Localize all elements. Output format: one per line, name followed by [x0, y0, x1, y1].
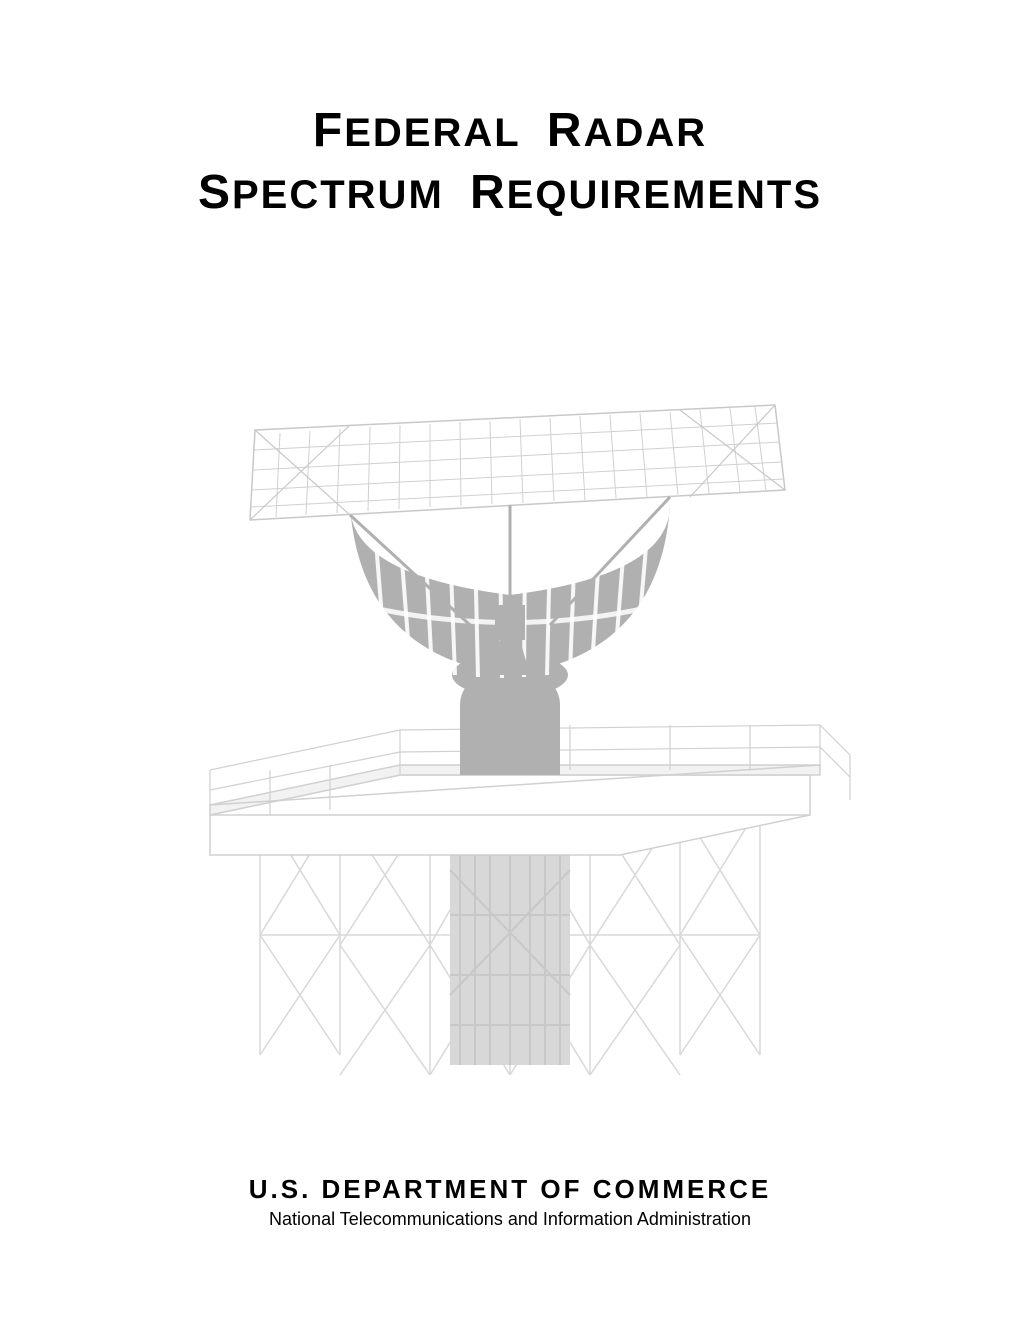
- radar-illustration: [150, 375, 870, 1075]
- footer-block: U.S. DEPARTMENT OF COMMERCE National Tel…: [249, 1174, 772, 1260]
- document-page: FEDERAL RADAR SPECTRUM REQUIREMENTS: [0, 0, 1020, 1320]
- agency-name: National Telecommunications and Informat…: [249, 1209, 772, 1230]
- title-rest: EQUIREMENTS: [507, 173, 822, 217]
- department-name: U.S. DEPARTMENT OF COMMERCE: [249, 1174, 772, 1205]
- title-rest: EDERAL: [344, 111, 520, 155]
- title-line-1: FEDERAL RADAR: [198, 100, 822, 162]
- title-line-2: SPECTRUM REQUIREMENTS: [198, 162, 822, 224]
- title-rest: PECTRUM: [232, 173, 444, 217]
- title-cap: R: [547, 104, 584, 157]
- title-block: FEDERAL RADAR SPECTRUM REQUIREMENTS: [198, 100, 822, 225]
- title-cap: F: [313, 104, 344, 157]
- title-rest: ADAR: [584, 111, 708, 155]
- title-cap: S: [198, 166, 232, 219]
- title-cap: R: [470, 166, 507, 219]
